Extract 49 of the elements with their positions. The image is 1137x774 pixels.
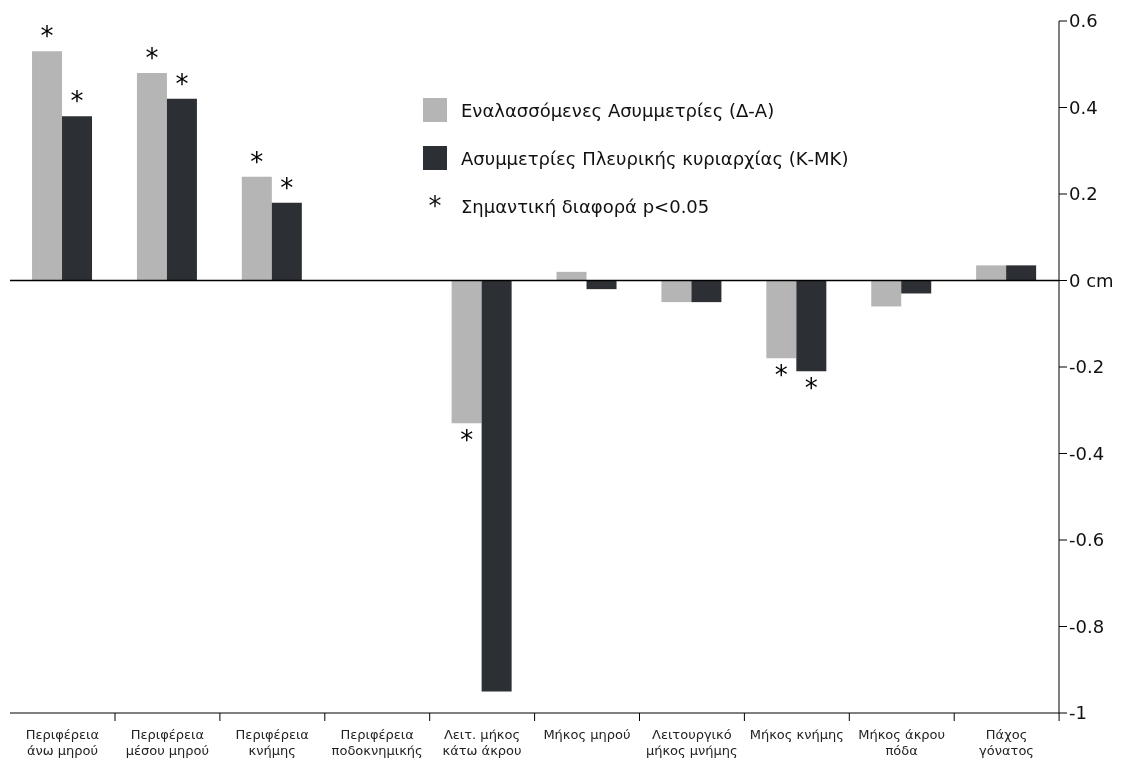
y-tick-label: 0.2: [1069, 183, 1098, 205]
y-tick-label: 0.4: [1069, 96, 1098, 118]
annotation: * Σημαντική διαφορά p<0.05: [427, 191, 710, 221]
bar: [62, 116, 93, 281]
bar: [691, 280, 722, 303]
bar: [586, 280, 617, 290]
y-tick-label: -1: [1069, 702, 1087, 724]
data-label: *: [70, 86, 84, 117]
data-label: *: [804, 373, 818, 404]
data-label: *: [774, 360, 788, 391]
x-tick-label: Μήκος κνήμης: [749, 727, 844, 742]
data-label: *: [460, 425, 474, 456]
x-tick-label: Λειτ. μήκος κάτω άκρου: [442, 727, 522, 758]
x-tick-label: Περιφέρεια ποδοκνημικής: [331, 727, 423, 758]
bar: [32, 51, 63, 281]
x-tick-label: Λειτουργικό μήκος μνήμης: [645, 727, 738, 758]
bar: [481, 280, 512, 692]
bar: [796, 280, 827, 372]
bar: [901, 280, 932, 294]
data-label: *: [280, 172, 294, 203]
x-tick-label: Περιφέρεια κνήμης: [235, 727, 309, 758]
data-label: *: [40, 21, 54, 52]
legend-label: Ασυμμετρίες Πλευρικής κυριαρχίας (Κ-ΜΚ): [461, 147, 849, 169]
y-tick-label: -0.2: [1069, 356, 1105, 378]
bar: [871, 280, 902, 307]
x-tick-label: Μήκος άκρου πόδα: [858, 727, 946, 758]
data-label: *: [250, 146, 264, 177]
bar: [136, 72, 167, 281]
bar: [1006, 265, 1037, 281]
x-tick-label: Περιφέρεια μέσου μηρού: [125, 727, 210, 758]
y-tick-label: 0 cm: [1069, 269, 1114, 291]
y-tick-label: -0.6: [1069, 529, 1105, 551]
bar: [556, 271, 587, 281]
y-tick-label: -0.8: [1069, 615, 1105, 637]
x-tick-label: Πάχος γόνατος: [979, 727, 1034, 758]
x-tick-label: Περιφέρεια άνω μηρού: [25, 727, 100, 758]
bar: [451, 280, 482, 424]
y-tick-label: -0.4: [1069, 442, 1105, 464]
legend-label: Εναλασσόμενες Ασυμμετρίες (Δ-Α): [461, 99, 775, 121]
x-tick-label: Μήκος μηρού: [543, 727, 631, 742]
bar: [271, 202, 302, 281]
bar: [166, 98, 197, 281]
bar: [976, 265, 1007, 281]
data-label: *: [175, 68, 189, 99]
bar: [766, 280, 797, 359]
data-label: *: [145, 42, 159, 73]
bar: [241, 176, 272, 281]
y-tick-label: 0.6: [1069, 10, 1098, 32]
bar: [661, 280, 692, 303]
